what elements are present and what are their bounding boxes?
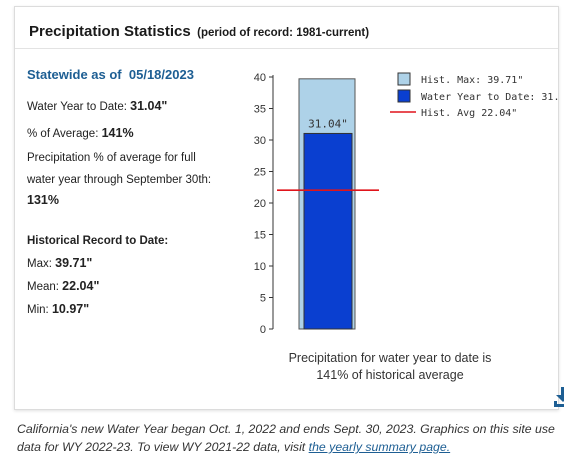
pct-avg-label: % of Average: — [27, 128, 99, 140]
stats-panel: Statewide as of 05/18/2023 Water Year to… — [27, 67, 242, 321]
wytd-row: Water Year to Date: 31.04" — [27, 95, 242, 118]
y-tick-label-0: 0 — [260, 324, 266, 336]
min-row: Min: 10.97" — [27, 298, 242, 321]
water-year-note: California's new Water Year began Oct. 1… — [17, 420, 557, 456]
pct-avg-value: 141% — [101, 126, 134, 140]
legend-label-hist-max: Hist. Max: 39.71" — [421, 75, 523, 86]
chart-caption-line-1: Precipitation for water year to date is — [289, 351, 492, 365]
max-row: Max: 39.71" — [27, 252, 242, 275]
y-tick-label-15: 15 — [254, 230, 266, 242]
legend-label-hist-avg: Hist. Avg 22.04" — [421, 108, 517, 119]
max-value: 39.71" — [55, 256, 93, 270]
full-year-text: Precipitation % of average for full wate… — [27, 147, 242, 209]
mean-row: Mean: 22.04" — [27, 275, 242, 298]
legend-swatch-water-year — [397, 89, 411, 103]
yearly-summary-link[interactable]: the yearly summary page. — [308, 440, 451, 454]
y-tick-label-5: 5 — [260, 293, 266, 305]
mean-label: Mean: — [27, 281, 59, 293]
legend-swatch-hist-max — [397, 72, 411, 86]
full-year-label-1: Precipitation % of average for full — [27, 152, 196, 164]
card-title: Precipitation Statistics — [29, 23, 191, 40]
chart-caption-line-2: 141% of historical average — [316, 368, 463, 382]
footer-text: California's new Water Year began Oct. 1… — [17, 422, 555, 454]
statewide-date: 05/18/2023 — [128, 67, 194, 82]
min-value: 10.97" — [51, 302, 90, 316]
y-tick-label-40: 40 — [254, 72, 266, 84]
y-tick-label-25: 25 — [254, 167, 266, 179]
y-tick-label-10: 10 — [254, 261, 266, 273]
max-label: Max: — [27, 258, 52, 270]
y-tick-label-35: 35 — [254, 104, 266, 116]
legend-label-water-year: Water Year to Date: 31.04" — [421, 92, 560, 103]
full-year-label-2: water year through September 30th: — [27, 174, 212, 186]
pct-avg-row: % of Average: 141% — [27, 122, 242, 145]
full-year-value: 131% — [27, 193, 59, 207]
wytd-value: 31.04" — [130, 99, 168, 113]
download-icon[interactable] — [553, 386, 564, 408]
bar-water-year-to-date — [303, 132, 353, 330]
y-tick-label-20: 20 — [254, 198, 266, 210]
precipitation-chart: 0 5 10 15 20 25 30 35 40 31.04" Hist. Max: 39.71" W… — [254, 72, 560, 382]
card-subtitle: (period of record: 1981-current) — [197, 27, 370, 39]
wytd-label: Water Year to Date: — [27, 101, 127, 113]
statewide-label: Statewide as of — [27, 67, 122, 82]
bar-data-label: 31.04" — [308, 117, 348, 130]
statewide-heading: Statewide as of 05/18/2023 — [27, 67, 242, 82]
y-tick-label-30: 30 — [254, 135, 266, 147]
historical-record-title: Historical Record to Date: — [27, 235, 169, 247]
mean-value: 22.04" — [62, 279, 100, 293]
card-header: Precipitation Statistics (period of reco… — [15, 7, 558, 49]
precipitation-statistics-card: Precipitation Statistics (period of reco… — [14, 6, 564, 410]
min-label: Min: — [27, 304, 49, 316]
